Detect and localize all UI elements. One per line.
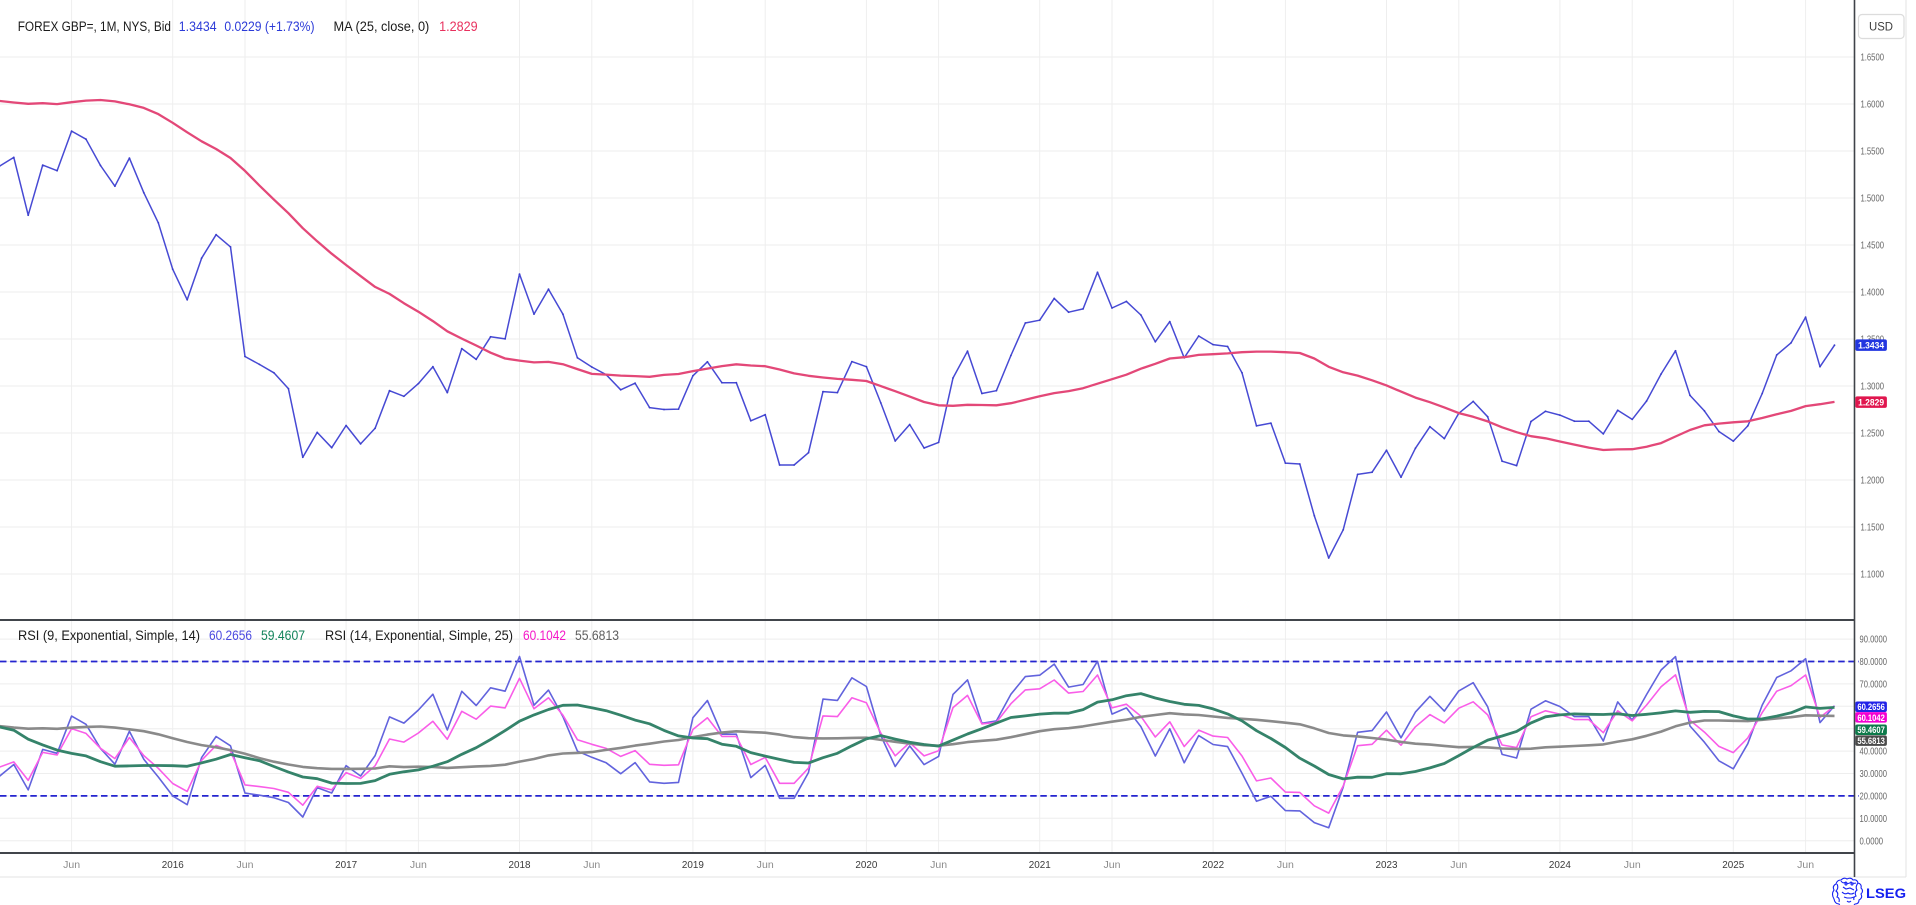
- svg-text:Jun: Jun: [410, 859, 427, 871]
- svg-text:0.0229 (+1.73%): 0.0229 (+1.73%): [224, 19, 314, 34]
- svg-text:1.1500: 1.1500: [1861, 522, 1885, 534]
- svg-text:60.1042: 60.1042: [1857, 713, 1885, 723]
- svg-text:2018: 2018: [509, 859, 531, 871]
- svg-text:55.6813: 55.6813: [575, 628, 619, 643]
- svg-text:1.4500: 1.4500: [1861, 240, 1885, 252]
- svg-text:FOREX GBP=, 1M, NYS, Bid: FOREX GBP=, 1M, NYS, Bid: [18, 19, 171, 34]
- svg-text:2019: 2019: [682, 859, 704, 871]
- svg-text:RSI (9, Exponential, Simple, 1: RSI (9, Exponential, Simple, 14): [18, 628, 200, 643]
- svg-text:1.1000: 1.1000: [1861, 569, 1885, 581]
- svg-text:10.0000: 10.0000: [1860, 813, 1888, 825]
- svg-text:60.2656: 60.2656: [1857, 702, 1885, 712]
- svg-text:2025: 2025: [1722, 859, 1744, 871]
- svg-text:2023: 2023: [1376, 859, 1398, 871]
- svg-text:LSEG: LSEG: [1866, 886, 1906, 901]
- svg-text:55.6813: 55.6813: [1857, 736, 1885, 746]
- svg-text:Jun: Jun: [1104, 859, 1121, 871]
- svg-text:40.0000: 40.0000: [1860, 746, 1888, 758]
- svg-text:Jun: Jun: [237, 859, 254, 871]
- svg-text:0.0000: 0.0000: [1860, 835, 1884, 847]
- svg-text:59.4607: 59.4607: [261, 628, 305, 643]
- svg-text:90.0000: 90.0000: [1860, 634, 1888, 646]
- svg-text:2016: 2016: [162, 859, 184, 871]
- svg-text:Jun: Jun: [1624, 859, 1641, 871]
- svg-text:1.6000: 1.6000: [1861, 99, 1885, 111]
- svg-text:1.3434: 1.3434: [1858, 341, 1885, 352]
- svg-text:Jun: Jun: [757, 859, 774, 871]
- svg-text:1.5000: 1.5000: [1861, 193, 1885, 205]
- svg-text:1.2000: 1.2000: [1861, 475, 1885, 487]
- svg-text:Jun: Jun: [583, 859, 600, 871]
- svg-text:30.0000: 30.0000: [1860, 768, 1888, 780]
- svg-text:2017: 2017: [335, 859, 357, 871]
- svg-text:60.2656: 60.2656: [209, 628, 252, 643]
- svg-text:60.1042: 60.1042: [523, 628, 566, 643]
- svg-text:USD: USD: [1869, 22, 1893, 34]
- svg-text:80.0000: 80.0000: [1860, 656, 1888, 668]
- svg-text:RSI (14, Exponential, Simple,: RSI (14, Exponential, Simple, 25): [325, 628, 513, 643]
- svg-text:Jun: Jun: [63, 859, 80, 871]
- svg-text:2020: 2020: [855, 859, 877, 871]
- svg-text:1.2829: 1.2829: [1858, 398, 1884, 409]
- svg-text:2022: 2022: [1202, 859, 1224, 871]
- svg-text:20.0000: 20.0000: [1860, 791, 1888, 803]
- svg-text:70.0000: 70.0000: [1860, 679, 1888, 691]
- svg-text:Jun: Jun: [1797, 859, 1814, 871]
- svg-text:2021: 2021: [1029, 859, 1051, 871]
- svg-text:1.3434: 1.3434: [179, 19, 217, 34]
- svg-text:Jun: Jun: [1450, 859, 1467, 871]
- svg-text:Jun: Jun: [930, 859, 947, 871]
- svg-text:59.4607: 59.4607: [1857, 725, 1885, 735]
- svg-text:1.5500: 1.5500: [1861, 146, 1885, 158]
- svg-text:1.2500: 1.2500: [1861, 428, 1885, 440]
- svg-text:MA (25, close, 0): MA (25, close, 0): [334, 19, 430, 34]
- svg-text:1.2829: 1.2829: [439, 19, 478, 34]
- svg-text:1.6500: 1.6500: [1861, 52, 1885, 64]
- svg-text:1.4000: 1.4000: [1861, 287, 1885, 299]
- svg-text:1.3000: 1.3000: [1861, 381, 1885, 393]
- svg-text:2024: 2024: [1549, 859, 1571, 871]
- svg-text:Jun: Jun: [1277, 859, 1294, 871]
